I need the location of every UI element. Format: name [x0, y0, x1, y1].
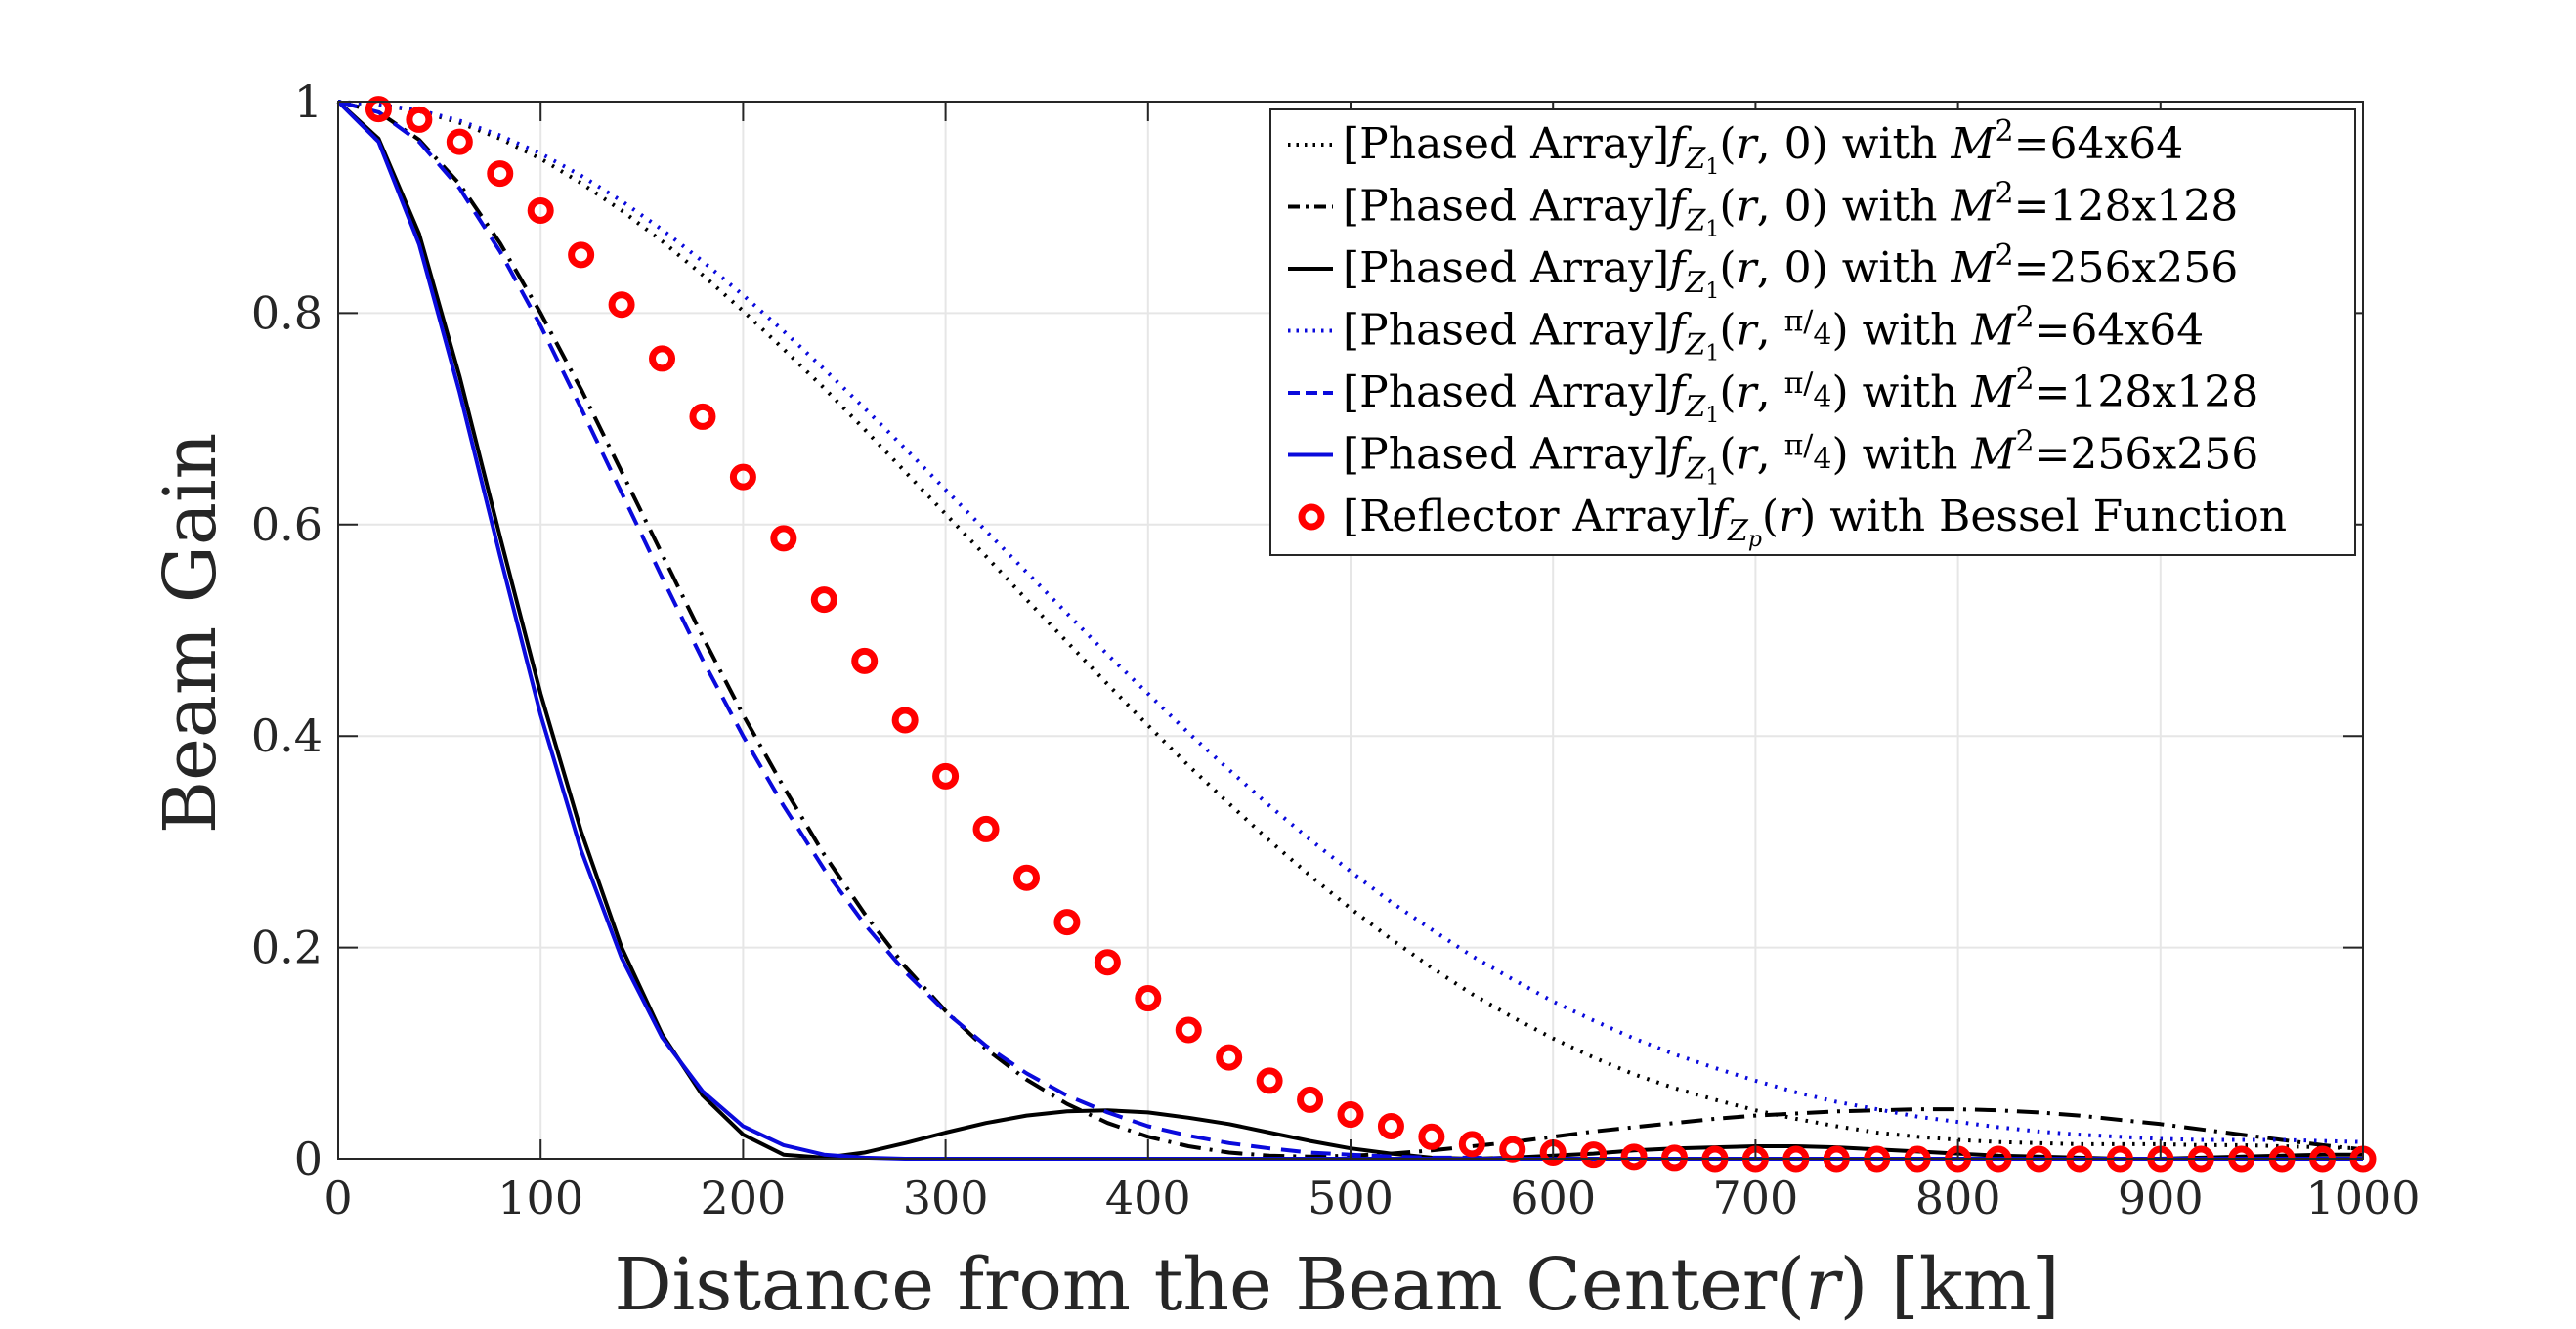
data-point-reflector — [406, 106, 433, 133]
legend-marker — [1298, 503, 1325, 531]
y-tick-label: 0.2 — [251, 922, 322, 974]
x-tick-label: 500 — [1308, 1172, 1394, 1224]
data-point-reflector — [1094, 949, 1121, 976]
data-point-reflector — [1297, 1086, 1324, 1113]
x-tick-label: 200 — [700, 1172, 786, 1224]
data-point-reflector — [446, 128, 473, 155]
x-tick-label: 700 — [1712, 1172, 1798, 1224]
data-point-reflector — [1216, 1044, 1243, 1071]
data-point-reflector — [608, 291, 635, 319]
data-point-reflector — [649, 345, 676, 372]
data-point-reflector — [1580, 1141, 1608, 1169]
data-point-reflector — [932, 762, 960, 790]
legend-label: [Phased Array]fZ1(r, π/4) with M2=128x12… — [1343, 363, 2258, 428]
data-point-reflector — [1458, 1131, 1485, 1158]
data-point-reflector — [1418, 1123, 1445, 1150]
y-tick-label: 1 — [294, 75, 322, 128]
data-point-reflector — [891, 707, 919, 734]
y-tick-label: 0.4 — [251, 709, 322, 762]
data-point-reflector — [972, 815, 1000, 842]
data-point-reflector — [568, 241, 595, 269]
legend-label: [Reflector Array]fZp(r) with Bessel Func… — [1343, 492, 2287, 552]
y-tick-label: 0.8 — [251, 286, 322, 339]
data-point-reflector — [1175, 1016, 1202, 1044]
data-point-reflector — [1337, 1101, 1364, 1129]
data-point-reflector — [527, 196, 554, 224]
y-axis-label: Beam Gain — [149, 433, 233, 835]
tick-labels: 0 100 200 300 400 500 600 700 800 900 1000 0 0.2 0.4 0… — [251, 75, 2421, 1224]
data-point-reflector — [1377, 1112, 1404, 1139]
x-axis-label: Distance from the Beam Center(r) [km] — [614, 1243, 2059, 1327]
x-tick-label: 400 — [1105, 1172, 1191, 1224]
legend-label: [Phased Array]fZ1(r, 0) with M2=128x128 — [1343, 177, 2238, 242]
x-tick-label: 900 — [2118, 1172, 2204, 1224]
data-point-reflector — [1620, 1143, 1648, 1171]
x-tick-label: 1000 — [2305, 1172, 2420, 1224]
x-tick-label: 100 — [497, 1172, 583, 1224]
x-tick-label: 800 — [1915, 1172, 2001, 1224]
data-point-reflector — [1256, 1067, 1283, 1094]
data-point-reflector — [1012, 864, 1040, 891]
data-point-reflector — [689, 403, 716, 430]
y-tick-label: 0 — [294, 1133, 322, 1185]
legend: [Phased Array]fZ1(r, 0) with M2=64x64[Ph… — [1269, 108, 2356, 556]
data-point-reflector — [1135, 985, 1162, 1012]
legend-label: [Phased Array]fZ1(r, 0) with M2=256x256 — [1343, 238, 2238, 304]
data-point-reflector — [729, 463, 756, 491]
series-line-4 — [337, 100, 2364, 1144]
data-point-reflector — [770, 525, 797, 552]
y-tick-label: 0.6 — [251, 498, 322, 551]
axes — [337, 101, 2364, 1160]
x-tick-label: 600 — [1510, 1172, 1596, 1224]
legend-label: [Phased Array]fZ1(r, π/4) with M2=64x64 — [1343, 301, 2204, 366]
legend-label: [Phased Array]fZ1(r, π/4) with M2=256x25… — [1343, 425, 2258, 491]
data-point-reflector — [810, 586, 837, 614]
legend-label: [Phased Array]fZ1(r, 0) with M2=64x64 — [1343, 114, 2183, 180]
x-tick-label: 300 — [903, 1172, 989, 1224]
data-point-reflector — [365, 96, 392, 123]
data-point-reflector — [851, 647, 879, 674]
x-tick-label: 0 — [323, 1172, 352, 1224]
data-point-reflector — [487, 160, 514, 188]
data-point-reflector — [1053, 909, 1081, 936]
legend-box — [1269, 108, 2356, 556]
data-point-reflector — [1661, 1144, 1689, 1172]
